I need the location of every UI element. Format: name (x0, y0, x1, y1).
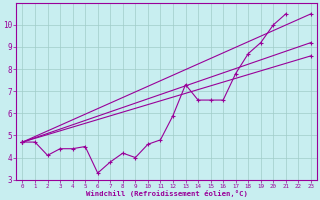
X-axis label: Windchill (Refroidissement éolien,°C): Windchill (Refroidissement éolien,°C) (86, 190, 248, 197)
